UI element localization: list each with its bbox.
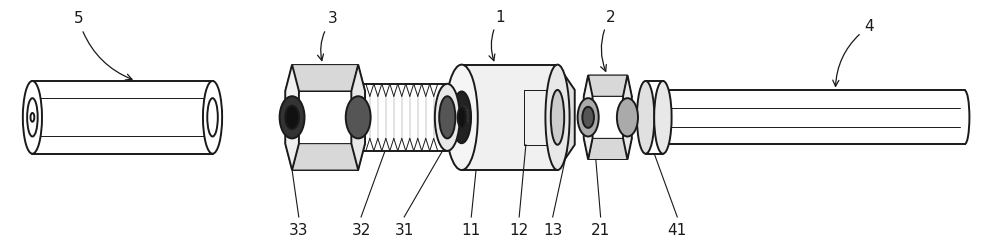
Text: 41: 41 [668,223,687,238]
Text: 21: 21 [591,223,610,238]
Text: 11: 11 [462,223,481,238]
Polygon shape [588,75,632,96]
Text: 31: 31 [394,223,414,238]
Polygon shape [292,144,365,170]
Text: 13: 13 [543,223,562,238]
Ellipse shape [582,107,594,128]
Ellipse shape [458,107,466,128]
Polygon shape [584,75,593,160]
Ellipse shape [280,96,305,138]
Polygon shape [292,65,365,91]
Ellipse shape [551,90,564,145]
Ellipse shape [439,96,455,138]
Text: 2: 2 [601,9,615,71]
Ellipse shape [637,81,654,154]
Polygon shape [557,65,575,170]
Polygon shape [285,65,299,170]
Text: 33: 33 [289,223,309,238]
FancyBboxPatch shape [462,65,557,170]
Ellipse shape [27,98,38,136]
Ellipse shape [346,96,371,138]
Text: 4: 4 [833,19,874,86]
Ellipse shape [578,98,599,136]
Ellipse shape [654,81,672,154]
Text: 3: 3 [318,11,337,60]
Ellipse shape [285,106,299,129]
Polygon shape [584,75,627,96]
Ellipse shape [446,65,478,170]
Text: 32: 32 [351,223,371,238]
Text: 5: 5 [74,11,132,80]
Polygon shape [623,75,632,160]
Ellipse shape [452,91,471,143]
Ellipse shape [207,98,218,136]
Text: 12: 12 [510,223,529,238]
Polygon shape [285,65,358,91]
Polygon shape [285,144,358,170]
Ellipse shape [203,81,222,154]
Polygon shape [584,138,627,160]
Ellipse shape [30,113,34,122]
Polygon shape [588,138,632,160]
Text: 1: 1 [489,9,505,61]
Ellipse shape [545,65,570,170]
Ellipse shape [617,98,638,136]
Polygon shape [351,65,365,170]
Ellipse shape [435,84,460,151]
Ellipse shape [23,81,42,154]
